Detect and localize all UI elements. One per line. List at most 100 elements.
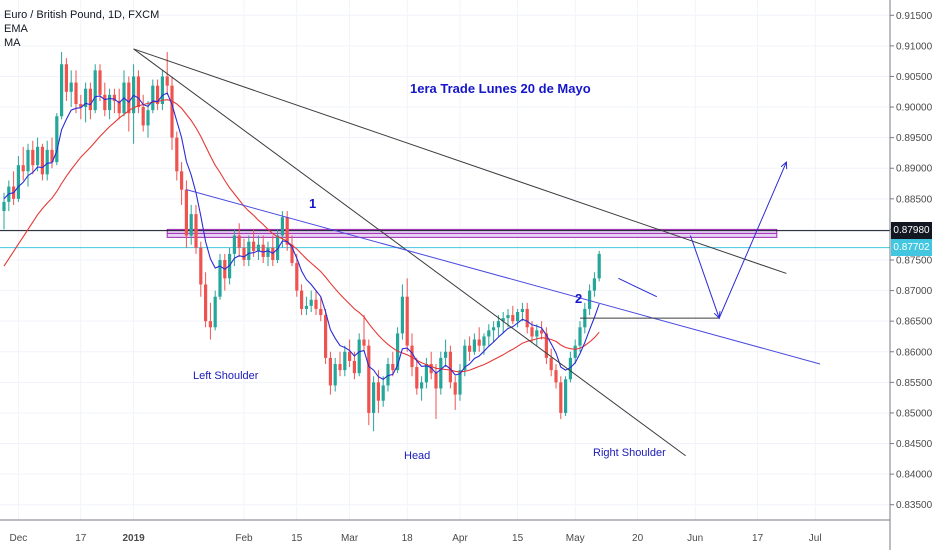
x-tick-label: Dec <box>10 533 28 544</box>
candle-body <box>540 330 544 334</box>
candle-body <box>189 214 193 236</box>
candle-body <box>103 94 107 111</box>
candle-body <box>501 318 505 322</box>
candle <box>84 82 88 123</box>
candle-body <box>16 165 20 199</box>
candle <box>477 327 481 352</box>
candle-body <box>146 110 150 126</box>
candle-body <box>21 165 25 172</box>
candle-body <box>578 327 582 346</box>
candle <box>448 345 452 389</box>
candle-body <box>554 370 558 383</box>
candle-body <box>453 382 457 395</box>
candle <box>31 140 35 175</box>
candle-body <box>45 149 49 175</box>
candle <box>55 113 59 166</box>
candle <box>247 235 251 267</box>
candle-body <box>199 247 203 285</box>
y-tick-label: 0.84000 <box>896 470 932 481</box>
candle-body <box>549 357 553 371</box>
candle <box>487 324 491 346</box>
candle-body <box>2 201 6 212</box>
y-tick-label: 0.88500 <box>896 194 932 205</box>
candle <box>554 364 558 389</box>
x-tick-label: 15 <box>512 533 524 544</box>
candle <box>122 70 126 117</box>
x-tick-label: Apr <box>452 533 468 544</box>
candle <box>319 296 323 322</box>
candle <box>400 284 404 340</box>
candle-body <box>252 241 256 251</box>
candle <box>151 79 155 114</box>
candle <box>223 253 227 291</box>
candle <box>468 336 472 361</box>
trade-title-annotation: 1era Trade Lunes 20 de Mayo <box>410 81 591 96</box>
candle <box>372 376 376 432</box>
left-shoulder-label: Left Shoulder <box>193 370 259 382</box>
candle-body <box>184 189 188 236</box>
candle-body <box>592 278 596 291</box>
candle <box>405 278 409 352</box>
candle-body <box>300 290 304 309</box>
candle-body <box>439 357 443 389</box>
candle-body <box>280 217 284 236</box>
candle-body <box>568 357 572 380</box>
candle-body <box>319 308 323 316</box>
ema-legend[interactable]: EMA <box>4 23 28 35</box>
candle <box>242 238 246 267</box>
candle-body <box>218 260 222 297</box>
candle-body <box>357 339 361 374</box>
candle <box>175 131 179 181</box>
candle <box>328 351 332 395</box>
candle <box>501 312 505 334</box>
candle-body <box>348 351 352 361</box>
candle-body <box>93 70 97 111</box>
candle <box>458 364 462 401</box>
ma-legend[interactable]: MA <box>4 37 21 49</box>
candle <box>146 100 150 138</box>
candle <box>324 308 328 364</box>
candle-body <box>213 296 217 328</box>
candle <box>127 76 131 132</box>
y-tick-label: 0.90500 <box>896 72 932 83</box>
x-tick-label: 20 <box>632 533 644 544</box>
candle-body <box>247 241 251 260</box>
symbol-title[interactable]: Euro / British Pound, 1D, FXCM <box>4 9 160 21</box>
candle <box>544 327 548 364</box>
x-tick-label: Mar <box>341 533 359 544</box>
candle <box>573 339 577 364</box>
candle-body <box>564 379 568 413</box>
candle-body <box>204 284 208 322</box>
candle-body <box>573 345 577 358</box>
candle-body <box>151 85 155 111</box>
candle-body <box>60 64 64 117</box>
candle <box>194 204 198 254</box>
candle-body <box>496 321 500 328</box>
candle <box>93 64 97 114</box>
candle-body <box>352 360 356 374</box>
candle <box>540 321 544 340</box>
candle-body <box>597 253 601 279</box>
candle <box>520 302 524 322</box>
candle-body <box>424 364 428 383</box>
candle-body <box>194 214 198 248</box>
candle <box>424 357 428 389</box>
candle-body <box>170 85 174 138</box>
candle-body <box>50 149 54 163</box>
rally-sketch-line <box>618 277 658 298</box>
candle-body <box>261 244 265 257</box>
candle-body <box>156 85 160 104</box>
candle-body <box>108 94 112 111</box>
candle-body <box>160 76 164 104</box>
candle-body <box>468 345 472 352</box>
x-tick-label: 18 <box>402 533 414 544</box>
candle-body <box>290 244 294 264</box>
candle-body <box>304 305 308 309</box>
candle-body <box>79 104 83 108</box>
candle <box>50 137 54 169</box>
candle <box>367 339 371 426</box>
candle <box>300 284 304 316</box>
candle <box>381 376 385 407</box>
projection-path <box>689 161 787 320</box>
